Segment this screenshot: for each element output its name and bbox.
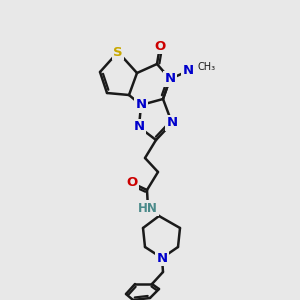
Text: HN: HN: [138, 202, 158, 214]
Text: N: N: [167, 116, 178, 130]
Text: N: N: [135, 98, 147, 112]
Text: N: N: [164, 73, 175, 85]
Text: N: N: [182, 64, 194, 77]
Text: O: O: [154, 40, 166, 52]
Text: N: N: [134, 121, 145, 134]
Text: O: O: [126, 176, 138, 190]
Text: CH₃: CH₃: [197, 62, 215, 72]
Text: S: S: [113, 46, 123, 59]
Text: N: N: [156, 251, 168, 265]
